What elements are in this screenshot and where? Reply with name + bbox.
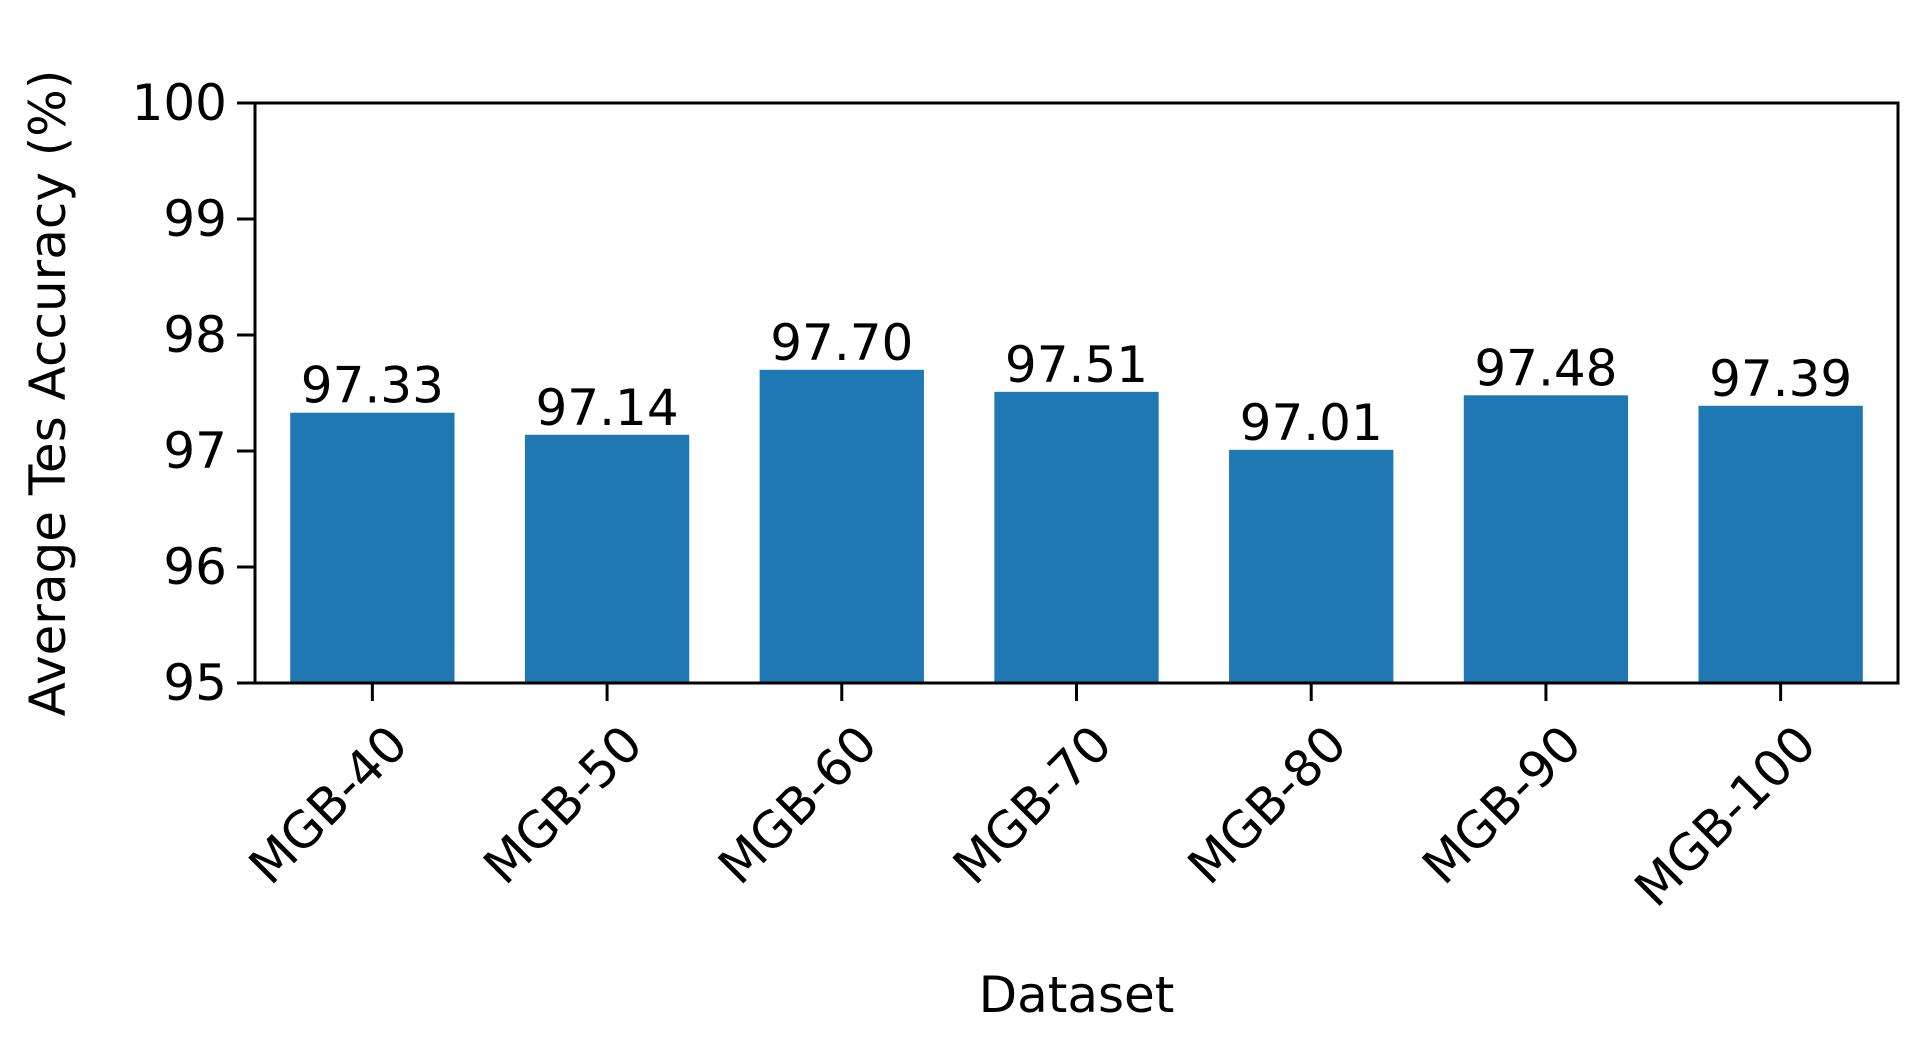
value-label-mgb-80: 97.01 [1240, 394, 1383, 452]
x-tick-label-mgb-100: MGB-100 [1624, 714, 1827, 917]
value-label-mgb-70: 97.51 [1005, 336, 1148, 394]
bar-mgb-40 [290, 412, 455, 683]
x-tick-label-mgb-70: MGB-70 [942, 714, 1123, 895]
value-label-mgb-100: 97.39 [1709, 350, 1852, 408]
x-tick-label-mgb-80: MGB-80 [1177, 714, 1358, 895]
bars-layer [290, 369, 1863, 683]
y-axis: 95 96 97 98 99 100 [132, 74, 255, 712]
x-tick-label-mgb-50: MGB-50 [473, 714, 654, 895]
bar-mgb-60 [759, 369, 924, 683]
bar-mgb-90 [1463, 395, 1629, 683]
x-axis: MGB-40 MGB-50 MGB-60 MGB-70 MGB-80 MGB-90 MGB-… [238, 683, 1827, 918]
y-tick-label-97: 97 [163, 422, 227, 480]
y-tick-label-98: 98 [163, 306, 227, 364]
x-tick-label-mgb-60: MGB-60 [707, 714, 888, 895]
x-tick-label-mgb-90: MGB-90 [1412, 714, 1593, 895]
y-tick-label-99: 99 [163, 190, 227, 248]
x-axis-label: Dataset [979, 966, 1175, 1024]
y-tick-label-100: 100 [132, 74, 227, 132]
y-tick-label-95: 95 [163, 654, 227, 712]
value-label-mgb-40: 97.33 [301, 357, 444, 415]
bar-mgb-50 [524, 434, 690, 683]
x-tick-label-mgb-40: MGB-40 [238, 714, 419, 895]
y-axis-label: Average Tes Accuracy (%) [19, 70, 77, 717]
bar-mgb-100 [1698, 405, 1863, 683]
bar-mgb-70 [994, 391, 1159, 683]
bar-mgb-80 [1229, 449, 1394, 683]
y-tick-label-96: 96 [163, 538, 227, 596]
value-label-mgb-90: 97.48 [1474, 339, 1617, 397]
value-label-mgb-60: 97.70 [770, 314, 913, 372]
value-labels-layer: 97.33 97.14 97.70 97.51 97.01 97.48 97.39 [301, 314, 1852, 452]
value-label-mgb-50: 97.14 [536, 379, 679, 437]
